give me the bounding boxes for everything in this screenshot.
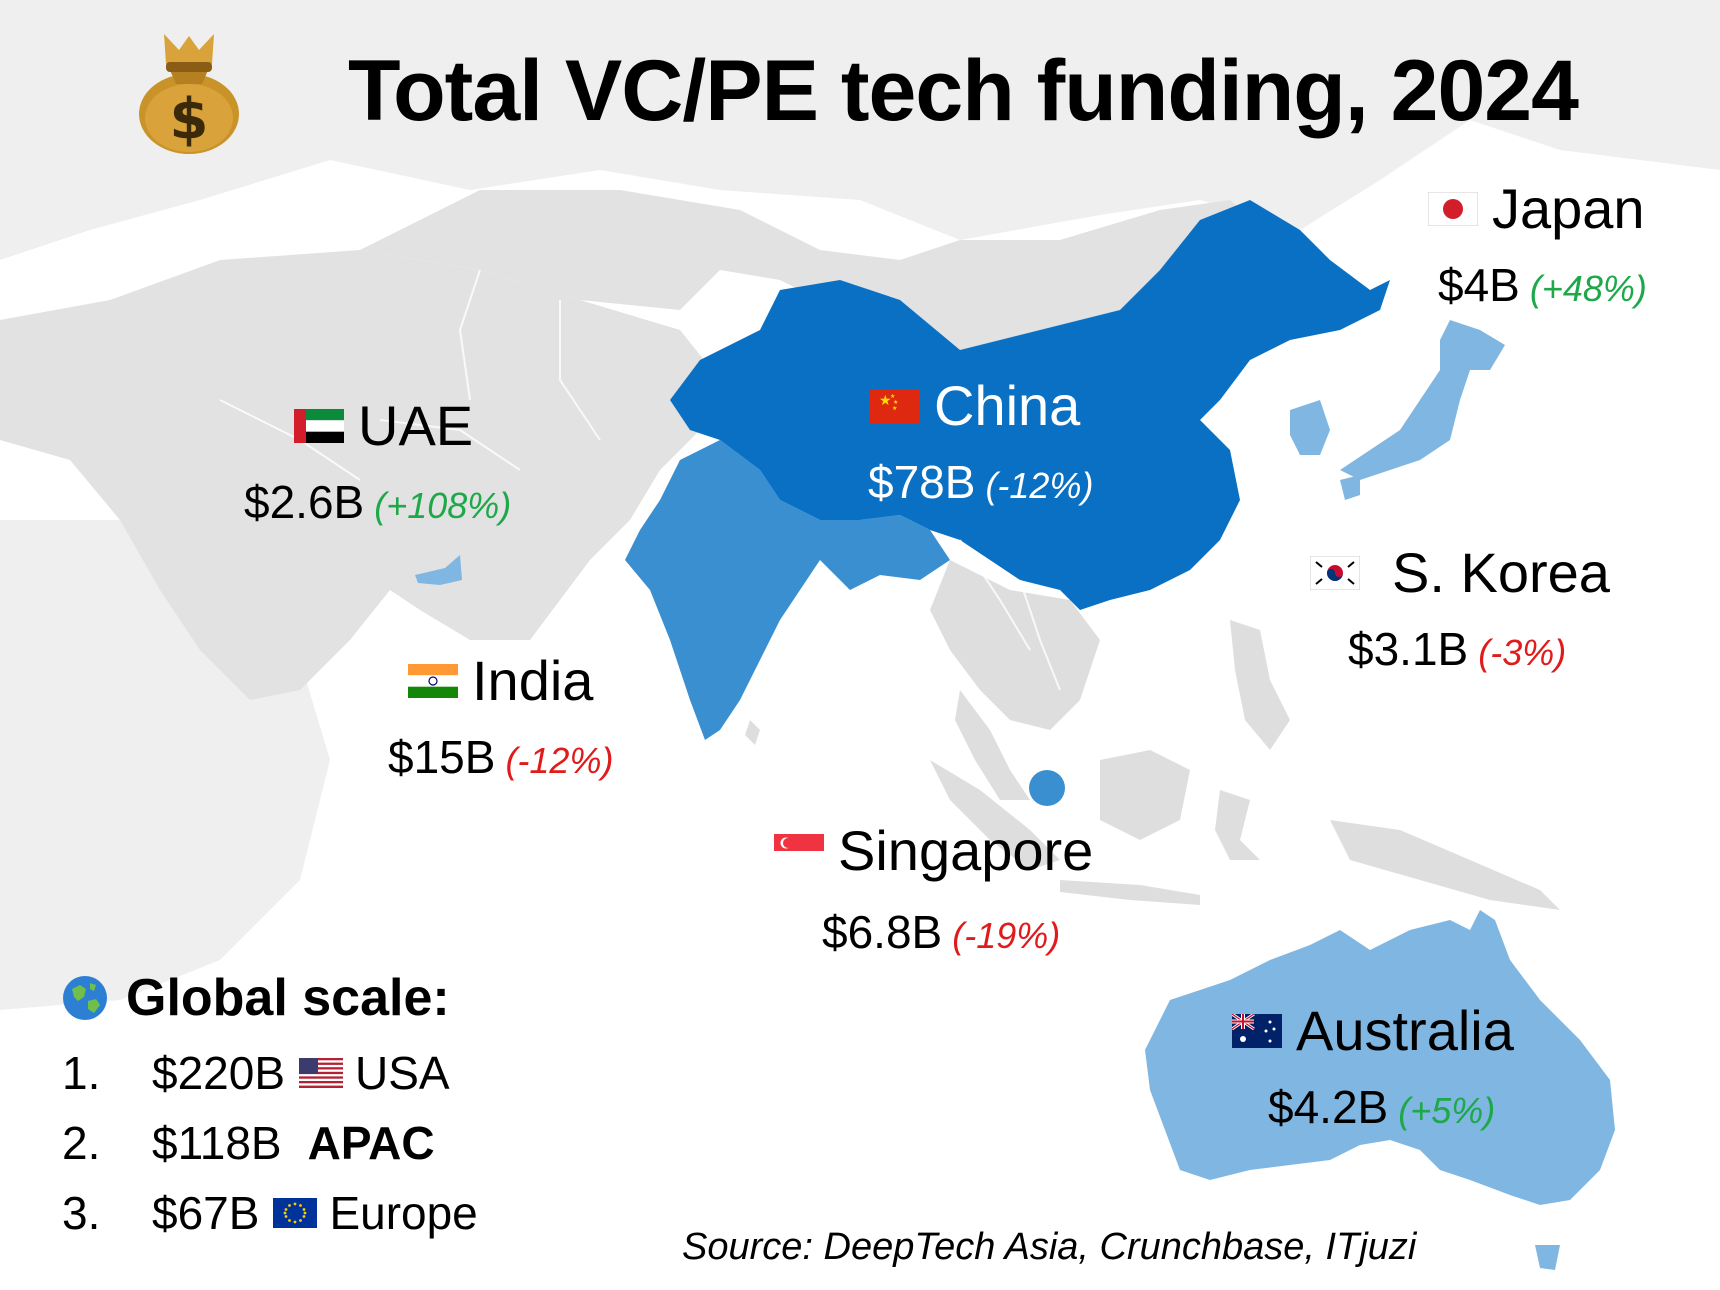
china-flag-icon: ★ ★ ★ ★ (870, 389, 920, 423)
change-singapore: (-19%) (952, 915, 1061, 956)
eu-flag-icon (273, 1198, 318, 1228)
tasmania-shape (1535, 1245, 1560, 1270)
label-uae: UAE (294, 395, 473, 457)
source-note: Source: DeepTech Asia, Crunchbase, ITjuz… (682, 1226, 1417, 1268)
global-scale-heading: Global scale: (126, 969, 450, 1027)
value-singapore: $6.8B (-19%) (822, 905, 1060, 959)
label-singapore: Singapore (774, 820, 1093, 882)
australia-flag-icon (1232, 1014, 1282, 1048)
funding-value-india: $15B (388, 731, 496, 783)
country-name-uae: UAE (358, 394, 474, 457)
change-skorea: (-3%) (1478, 632, 1567, 673)
global-rank-row: 1. $220B USA (62, 1038, 478, 1108)
rank-number: 3. (62, 1187, 101, 1239)
value-uae: $2.6B (+108%) (244, 475, 511, 529)
country-name-singapore: Singapore (838, 819, 1094, 882)
page-title: Total VC/PE tech funding, 2024 (348, 43, 1579, 139)
land-sulawesi (1215, 790, 1260, 860)
svg-text:★: ★ (892, 405, 897, 412)
land-middle-east (0, 250, 720, 700)
funding-value-uae: $2.6B (244, 476, 365, 528)
land-russia (360, 190, 1320, 350)
country-name-japan: Japan (1492, 177, 1645, 240)
japan-shape (1340, 320, 1505, 480)
rank-amount: $220B (152, 1047, 286, 1099)
usa-flag-icon (299, 1058, 344, 1088)
change-australia: (+5%) (1398, 1090, 1496, 1131)
svg-text:★: ★ (890, 393, 895, 400)
svg-text:★: ★ (893, 399, 898, 406)
land-new-guinea (1330, 820, 1560, 910)
australia-shape (1145, 910, 1615, 1205)
rank-region: USA (355, 1047, 450, 1099)
singapore-dot (1029, 770, 1065, 806)
sri-lanka-shape (745, 720, 760, 745)
label-japan: Japan (1428, 178, 1645, 240)
country-name-china: China (934, 374, 1081, 437)
label-skorea: S. Korea (1310, 542, 1610, 604)
japan-south-shape (1340, 475, 1360, 500)
rank-amount: $67B (152, 1187, 260, 1239)
background-land-north (0, 0, 1720, 260)
country-name-skorea: S. Korea (1392, 541, 1610, 604)
singapore-flag-icon (774, 834, 824, 868)
svg-text:$: $ (170, 87, 209, 152)
korea-shape (1290, 400, 1330, 455)
value-australia: $4.2B (+5%) (1268, 1080, 1495, 1134)
value-japan: $4B (+48%) (1438, 258, 1647, 312)
rank-amount: $118B (152, 1117, 282, 1169)
global-rank-row: 2. $118B APAC (62, 1108, 478, 1178)
land-sumatra (930, 760, 1060, 870)
rank-number: 2. (62, 1117, 101, 1169)
change-uae: (+108%) (374, 485, 512, 526)
funding-value-skorea: $3.1B (1348, 623, 1469, 675)
land-borneo (1100, 750, 1190, 840)
change-japan: (+48%) (1529, 268, 1647, 309)
money-bag-icon: $ (139, 34, 239, 154)
rank-region: APAC (307, 1117, 435, 1169)
india-shape (625, 440, 950, 740)
country-name-australia: Australia (1296, 999, 1514, 1062)
uae-flag-icon (294, 409, 344, 443)
funding-value-australia: $4.2B (1268, 1081, 1389, 1133)
global-scale-panel: Global scale: 1. $220B USA 2. $118B APAC… (62, 968, 478, 1248)
country-name-india: India (472, 649, 594, 712)
value-india: $15B (-12%) (388, 730, 613, 784)
change-india: (-12%) (505, 740, 614, 781)
land-malay-peninsula (955, 690, 1030, 800)
rank-region: Europe (329, 1187, 478, 1239)
change-china: (-12%) (985, 465, 1094, 506)
label-australia: Australia (1232, 1000, 1514, 1062)
global-rank-row: 3. $67B Europe (62, 1178, 478, 1248)
south-korea-flag-icon (1310, 556, 1360, 590)
svg-text:★: ★ (879, 393, 892, 409)
globe-icon (63, 976, 107, 1020)
china-shape (670, 200, 1390, 610)
value-china: $78B (-12%) (868, 455, 1093, 509)
label-china: ★ ★ ★ ★ China (870, 375, 1080, 437)
funding-value-japan: $4B (1438, 259, 1520, 311)
japan-flag-icon (1428, 192, 1478, 226)
value-skorea: $3.1B (-3%) (1348, 622, 1566, 676)
land-philippines (1230, 620, 1290, 750)
rank-number: 1. (62, 1047, 101, 1099)
funding-value-china: $78B (868, 456, 976, 508)
land-southeast-asia (930, 560, 1100, 730)
label-india: India (408, 650, 593, 712)
india-flag-icon (408, 664, 458, 698)
land-java (1060, 880, 1200, 905)
uae-shape (415, 555, 462, 585)
funding-value-singapore: $6.8B (822, 906, 943, 958)
